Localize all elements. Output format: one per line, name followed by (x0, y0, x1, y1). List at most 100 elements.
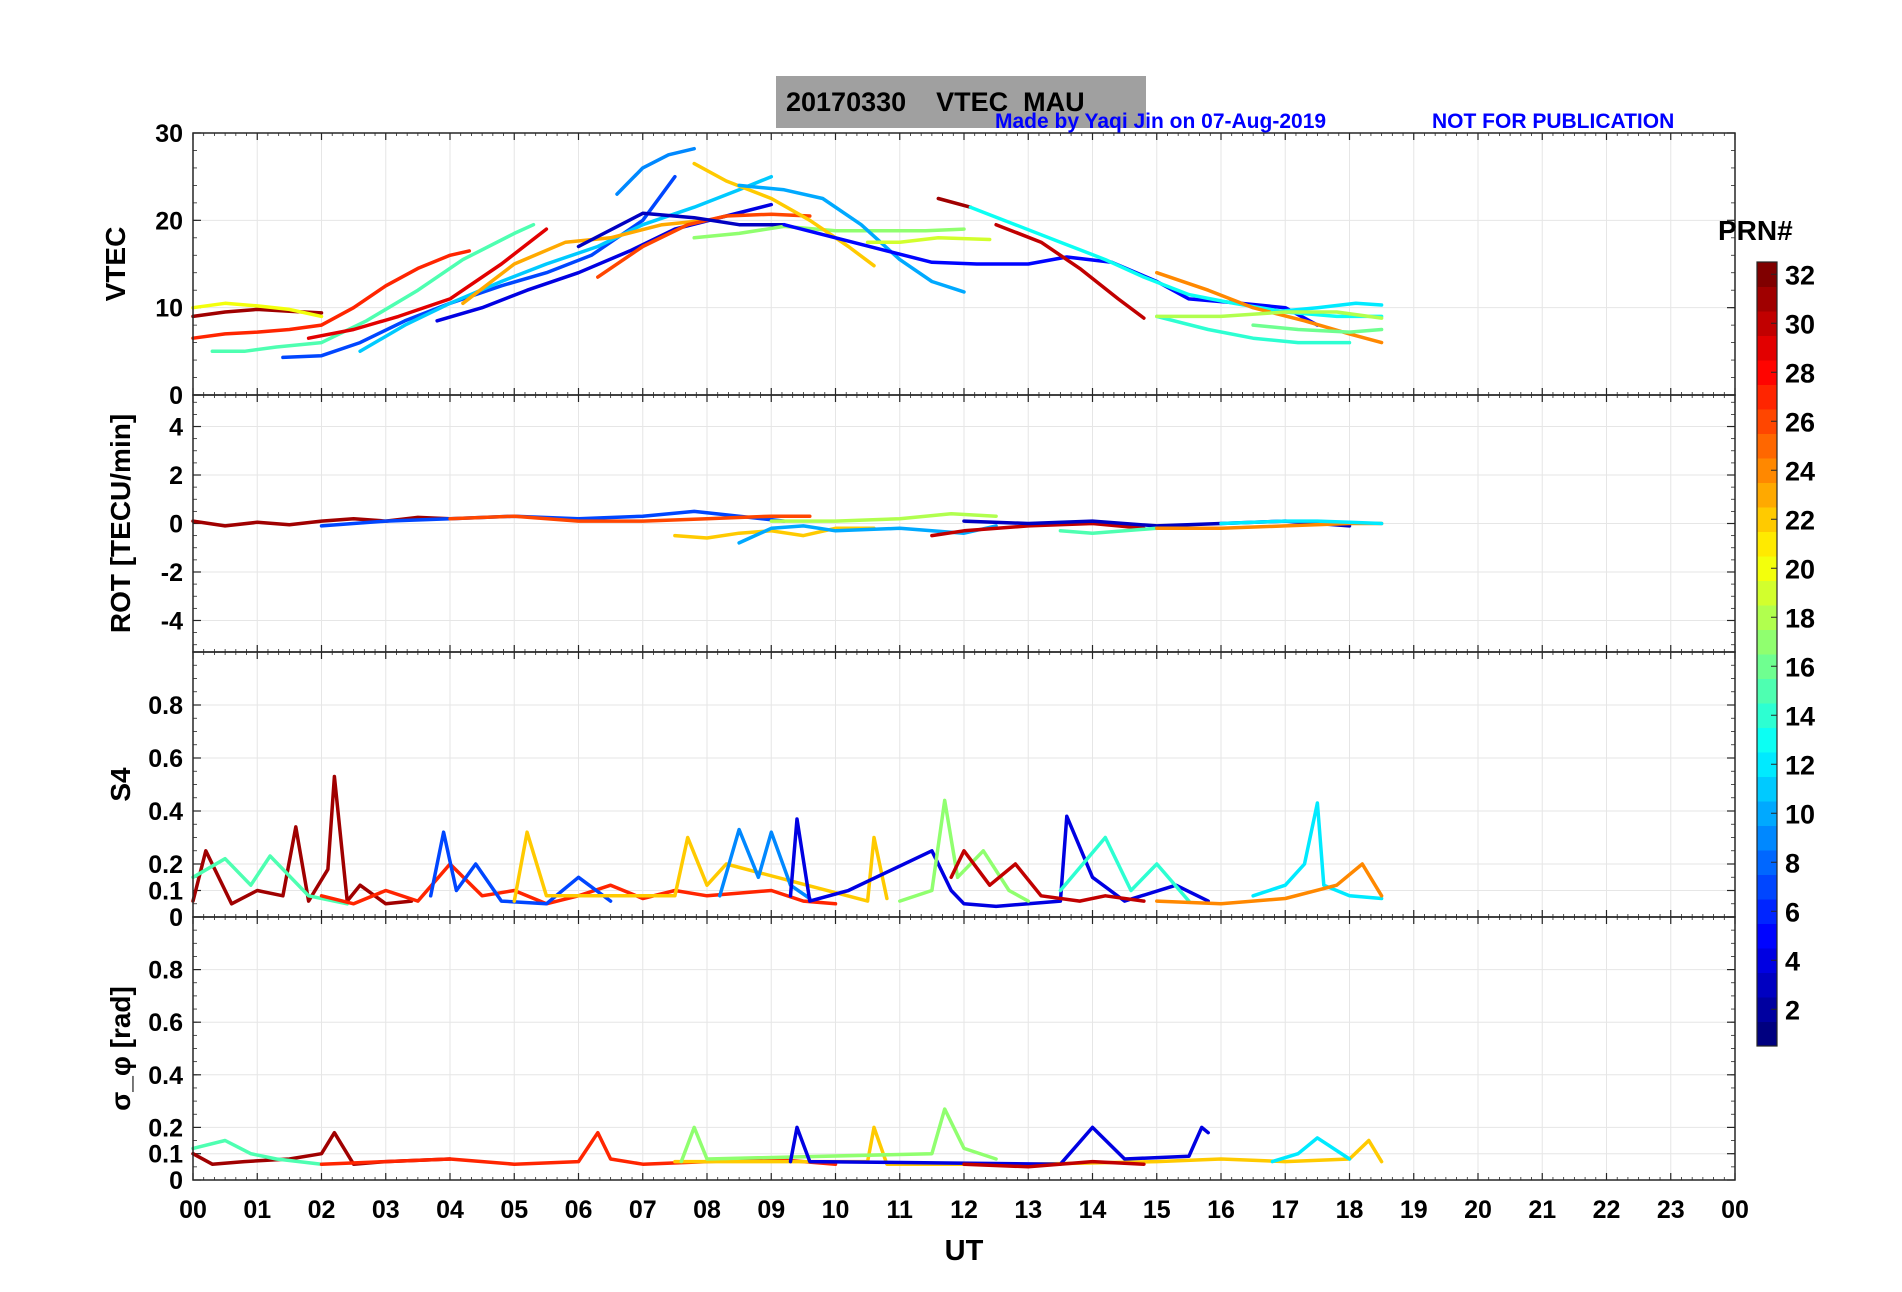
colorbar-segment (1757, 997, 1777, 1022)
series-line-prn-18 (1155, 310, 1384, 320)
series-line-prn-15 (191, 854, 349, 906)
tick-label-x: 17 (1271, 1196, 1299, 1224)
tick-label-y: 0.6 (148, 745, 183, 773)
series-line-prn-30 (962, 1159, 1146, 1169)
series-line-prn-22 (692, 161, 876, 268)
tick-label-y: 0.8 (148, 957, 183, 985)
series-line-prn-17 (679, 1107, 998, 1164)
series-line-prn-3 (576, 211, 786, 249)
colorbar-segment (1757, 409, 1777, 434)
series-line-prn-9 (718, 827, 812, 901)
series-line-prn-10 (737, 524, 998, 545)
tick-label-x: 16 (1207, 1196, 1235, 1224)
tick-label-y: 2 (169, 462, 183, 490)
series-line-prn-12 (1270, 301, 1384, 314)
series-line-prn-12 (1251, 801, 1384, 901)
colorbar-segment (1757, 531, 1777, 557)
colorbar-segment (1757, 972, 1777, 998)
tick-label-y: 0.8 (148, 692, 183, 720)
tick-label-x: 11 (887, 1196, 914, 1224)
colorbar-segment (1757, 433, 1777, 459)
colorbar-segment (1757, 507, 1777, 532)
tick-label-y: 0 (169, 382, 183, 410)
colorbar-segment (1757, 899, 1777, 924)
tick-label-x: 07 (629, 1196, 657, 1224)
panel-rot: -4 -2 0 2 4 ROT [TECU/min] (105, 394, 1736, 653)
colorbar-tick-label: 4 (1785, 946, 1800, 976)
series-line-prn-17 (692, 224, 966, 240)
tick-label-y: 0.2 (148, 1114, 183, 1142)
colorbar-segment (1757, 286, 1777, 312)
series-line-prn-31 (936, 196, 973, 209)
tick-label-y: -4 (161, 607, 183, 635)
series-line-prn-17 (898, 798, 1031, 903)
colorbar-segment (1757, 629, 1777, 655)
series-line-prn-12 (1219, 519, 1384, 526)
tick-label-y: 0.4 (148, 798, 183, 826)
tick-label-x: 01 (243, 1196, 271, 1224)
tick-label-x: 12 (950, 1196, 978, 1224)
colorbar-tick-label: 24 (1785, 456, 1815, 486)
colorbar-tick-label: 12 (1785, 750, 1815, 780)
colorbar-segment (1757, 752, 1777, 777)
series-line-prn-22 (673, 1125, 1384, 1166)
tick-label-x: 15 (1143, 1196, 1171, 1224)
series-line-prn-15 (210, 222, 536, 354)
tick-label-x: 10 (822, 1196, 850, 1224)
tick-label-y: 4 (169, 414, 183, 442)
tick-label-y: 0.4 (148, 1062, 183, 1090)
series-line-prn-30 (930, 521, 1146, 538)
series-line-prn-16 (1251, 323, 1384, 334)
tick-label-y: 30 (155, 120, 183, 148)
colorbar-segment (1757, 948, 1777, 973)
tick-label-y: 0 (169, 1167, 183, 1195)
figure-title: 20170330 VTEC MAU (776, 76, 1146, 128)
tick-label-y: 0.6 (148, 1009, 183, 1037)
panel-s4: 00.10.2 0.4 0.6 0.8 S4 (105, 651, 1736, 932)
series-line-prn-24 (1155, 270, 1384, 345)
colorbar-tick-label: 14 (1785, 701, 1815, 731)
colorbar-tick-label: 28 (1785, 358, 1815, 388)
tick-label-x: 02 (308, 1196, 336, 1224)
colorbar-tick-label: 16 (1785, 652, 1815, 682)
series-line-prn-27 (191, 249, 472, 340)
colorbar-segment (1757, 923, 1777, 949)
series-line-prn-30 (949, 849, 1146, 903)
tick-label-x: 08 (693, 1196, 721, 1224)
tick-label-y: 0.1 (148, 1141, 183, 1169)
tick-label-x: 22 (1593, 1196, 1621, 1224)
colorbar-tick-label: 30 (1785, 309, 1815, 339)
panel-vtec: 0 10 20 30 VTEC (100, 120, 1736, 410)
tick-label-x: 21 (1528, 1196, 1556, 1224)
colorbar-segment (1757, 1021, 1777, 1047)
colorbar-segment (1757, 801, 1777, 826)
colorbar-segment (1757, 384, 1777, 410)
series-line-prn-29 (306, 227, 549, 340)
tick-label-y: 0.2 (148, 851, 183, 879)
series-line-prn-12 (1270, 1136, 1352, 1164)
tick-label-x: 18 (1336, 1196, 1364, 1224)
axis-label-y: S4 (105, 767, 136, 802)
axis-label-y: ROT [TECU/min] (105, 414, 136, 633)
tick-label-x: 04 (436, 1196, 464, 1224)
series-line-prn-30 (994, 222, 1146, 320)
colorbar-segment (1757, 580, 1777, 606)
series-line-prn-22 (673, 526, 876, 540)
colorbar-segment (1757, 850, 1777, 875)
axis-label-x: UT (945, 1235, 984, 1267)
series-line-prn-4 (788, 814, 1210, 909)
tick-label-x: 09 (757, 1196, 785, 1224)
series-line-prn-14 (1058, 835, 1191, 903)
series-line-prn-10 (737, 183, 966, 294)
colorbar-title: PRN# (1718, 215, 1793, 246)
tick-label-y: 10 (155, 295, 183, 323)
tick-label-y: -2 (161, 559, 183, 587)
series-line-prn-22 (512, 830, 889, 903)
tick-label-y: 20 (155, 207, 183, 235)
panel-sigma_phi: 00.10.2 0.4 0.6 0.8 σ_φ [rad] 00 01 02 03 04 05 06 0… (105, 916, 1749, 1267)
colorbar-tick-label: 8 (1785, 848, 1800, 878)
colorbar-segment (1757, 727, 1777, 753)
panel-frame (192, 916, 1736, 1181)
